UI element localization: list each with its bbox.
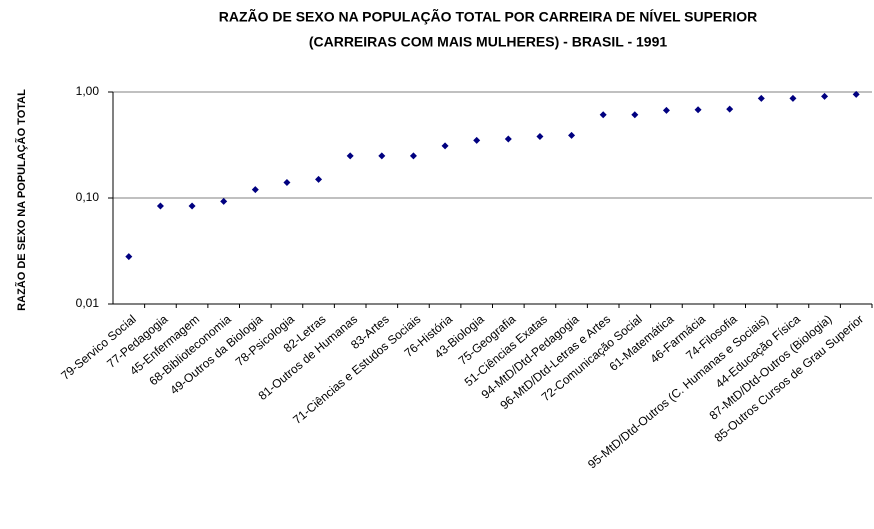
marker [662, 106, 670, 114]
marker [504, 135, 512, 143]
marker [757, 94, 765, 102]
y-axis-label: RAZÃO DE SEXO NA POPULAÇÃO TOTAL [15, 89, 28, 311]
marker [251, 186, 259, 194]
y-tick-label: 0,10 [76, 190, 100, 204]
marker [599, 111, 607, 119]
marker [473, 136, 481, 144]
chart-title: (CARREIRAS COM MAIS MULHERES) - BRASIL -… [309, 34, 668, 50]
marker [315, 175, 323, 183]
marker [694, 106, 702, 114]
y-tick-label: 1,00 [76, 84, 100, 98]
y-tick-label: 0,01 [76, 296, 100, 310]
marker [821, 92, 829, 100]
marker [188, 202, 196, 210]
marker [631, 111, 639, 119]
marker [346, 152, 354, 160]
chart-title: RAZÃO DE SEXO NA POPULAÇÃO TOTAL POR CAR… [219, 8, 758, 25]
marker [156, 202, 164, 210]
marker [220, 197, 228, 205]
marker [409, 152, 417, 160]
marker [852, 90, 860, 98]
marker [536, 133, 544, 141]
marker [125, 253, 133, 261]
marker [378, 152, 386, 160]
marker [441, 142, 449, 150]
marker [789, 94, 797, 102]
marker [283, 179, 291, 187]
marker [568, 131, 576, 139]
marker [726, 105, 734, 113]
